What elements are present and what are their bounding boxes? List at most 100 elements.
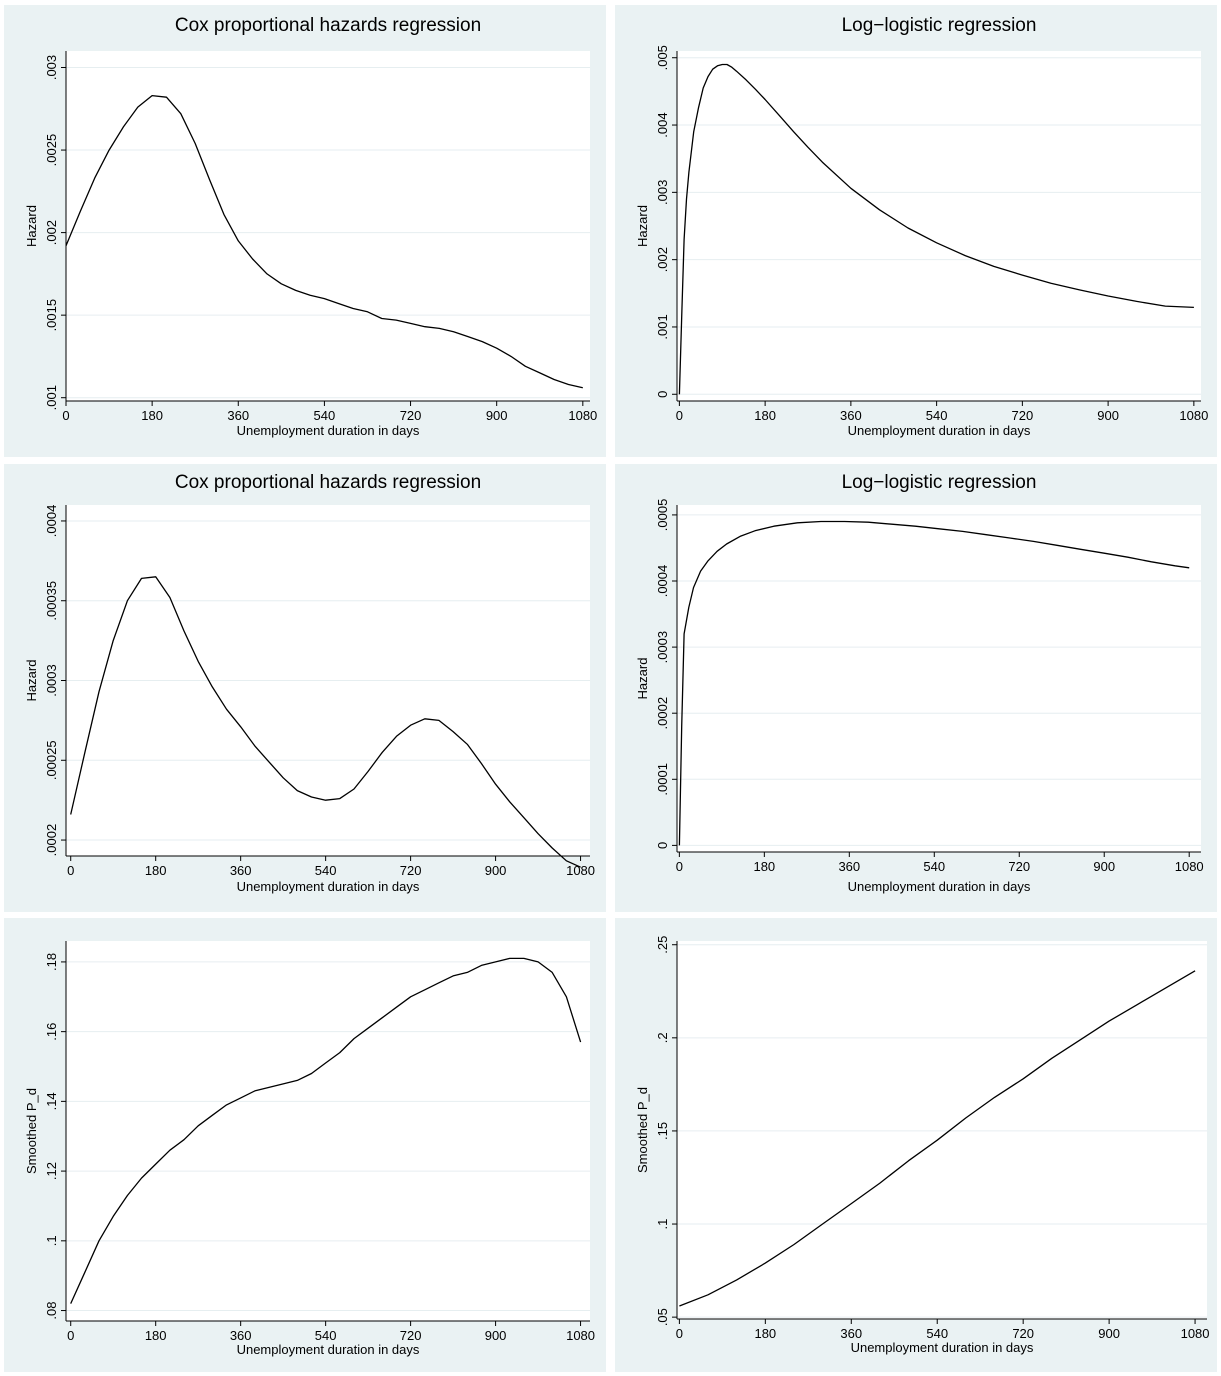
x-tick-label: 900 [485,863,507,878]
x-tick-label: 0 [62,408,69,423]
x-tick-label: 180 [754,408,776,423]
y-tick-label: .08 [44,1302,59,1320]
x-tick-label: 720 [1012,1326,1034,1341]
y-tick-label: .18 [44,953,59,971]
chart-title: Log−logistic regression [842,472,1037,493]
x-tick-label: 0 [67,863,74,878]
y-tick-label: .14 [44,1092,59,1110]
plot-area [677,505,1201,852]
y-tick-label: .1 [44,1235,59,1246]
x-tick-label: 900 [1093,859,1115,874]
chart-panel-2: 0 180 360 540 720 900 1080 0 .001 .002 .003 .004 .00… [615,5,1217,457]
x-tick-label: 1080 [566,863,595,878]
x-tick-label: 540 [926,408,948,423]
y-tick-label: .0002 [44,824,59,857]
x-tick-label: 720 [1008,859,1030,874]
x-axis-label: Unemployment duration in days [237,879,420,894]
x-tick-label: 360 [838,859,860,874]
series-line [70,957,582,1304]
y-tick-label: .0003 [655,631,670,664]
chart-title: Cox proportional hazards regression [175,472,481,493]
y-tick-label: .0004 [655,565,670,598]
y-axis-label: Hazard [24,660,39,702]
y-tick-label: .12 [44,1162,59,1180]
x-tick-label: 180 [753,859,775,874]
y-tick-label: .001 [655,314,670,339]
x-tick-label: 180 [754,1326,776,1341]
chart-svg: 0 180 360 540 720 900 1080 0 .001 .002 .003 .004 .00… [635,15,1208,438]
x-tick-label: 900 [1098,1326,1120,1341]
y-axis-label: Smoothed P_d [24,1088,39,1174]
x-tick-label: 360 [230,1328,252,1343]
x-tick-label: 360 [840,408,862,423]
series-line [679,970,1196,1307]
x-tick-label: 1080 [1181,1326,1210,1341]
x-tick-label: 720 [400,863,422,878]
y-tick-label: .004 [655,112,670,137]
x-axis-label: Unemployment duration in days [237,1342,420,1357]
y-tick-label: .0005 [655,499,670,532]
chart-title: Cox proportional hazards regression [175,15,481,36]
x-tick-label: 360 [227,408,249,423]
y-tick-label: .2 [655,1032,670,1043]
x-tick-label: 720 [400,408,422,423]
y-tick-label: .001 [44,385,59,410]
x-tick-label: 540 [314,408,336,423]
y-axis-label: Hazard [24,205,39,247]
chart-svg: 0 180 360 540 720 900 1080 .0002 .00025 .0003 .000… [24,472,595,894]
chart-panel-3: 0 180 360 540 720 900 1080 .0002 .00025 .0003 .000… [4,464,606,912]
x-tick-label: 900 [1097,408,1119,423]
y-tick-label: .003 [44,55,59,80]
plot-area [66,941,590,1321]
y-tick-label: .05 [655,1308,670,1326]
x-axis-label: Unemployment duration in days [848,879,1031,894]
y-tick-label: .005 [655,45,670,70]
plot-area [677,941,1207,1319]
y-tick-label: .0025 [44,134,59,167]
x-tick-label: 0 [676,408,683,423]
chart-panel-4: 0 180 360 540 720 900 1080 0 .0001 .0002 .0003 .000… [615,464,1217,912]
x-tick-label: 720 [400,1328,422,1343]
y-tick-label: .002 [44,220,59,245]
x-tick-label: 540 [923,859,945,874]
x-tick-label: 1080 [566,1328,595,1343]
y-tick-label: .002 [655,247,670,272]
y-tick-label: .00035 [44,581,59,621]
chart-title: Log−logistic regression [842,15,1037,36]
x-tick-label: 720 [1012,408,1034,423]
x-tick-label: 180 [145,1328,167,1343]
plot-area [66,51,590,401]
x-axis-label: Unemployment duration in days [851,1340,1034,1355]
series-line [70,576,581,868]
y-tick-label: 0 [655,842,670,849]
x-tick-label: 0 [676,1326,683,1341]
y-axis-label: Hazard [635,205,650,247]
x-axis-label: Unemployment duration in days [848,423,1031,438]
x-tick-label: 1080 [1179,408,1208,423]
y-tick-label: .25 [655,936,670,954]
y-tick-label: .0004 [44,505,59,538]
x-tick-label: 180 [141,408,163,423]
x-tick-label: 1080 [568,408,597,423]
y-tick-label: .00025 [44,740,59,780]
x-tick-label: 0 [67,1328,74,1343]
y-tick-label: .15 [655,1122,670,1140]
x-tick-label: 540 [315,863,337,878]
x-tick-label: 900 [485,1328,507,1343]
chart-svg: 0 180 360 540 720 900 1080 .05 .1 .15 .2 .25 Unemplo… [635,936,1210,1355]
x-tick-label: 360 [840,1326,862,1341]
y-tick-label: .0002 [655,697,670,730]
y-tick-label: .0001 [655,763,670,796]
chart-svg: 0 180 360 540 720 900 1080 .08 .1 .12 .14 .16 .18 Une… [24,941,595,1357]
y-tick-label: .003 [655,180,670,205]
x-tick-label: 180 [145,863,167,878]
y-tick-label: .0015 [44,299,59,332]
y-tick-label: 0 [655,391,670,398]
chart-svg: 0 180 360 540 720 900 1080 .001 .0015 .002 .0025 .0… [24,15,597,438]
chart-panel-5: 0 180 360 540 720 900 1080 .08 .1 .12 .14 .16 .18 Une… [4,918,606,1372]
y-tick-label: .1 [655,1219,670,1230]
x-tick-label: 360 [230,863,252,878]
chart-panel-1: 0 180 360 540 720 900 1080 .001 .0015 .002 .0025 .0… [4,5,606,457]
chart-svg: 0 180 360 540 720 900 1080 0 .0001 .0002 .0003 .000… [635,472,1204,894]
x-tick-label: 900 [486,408,508,423]
